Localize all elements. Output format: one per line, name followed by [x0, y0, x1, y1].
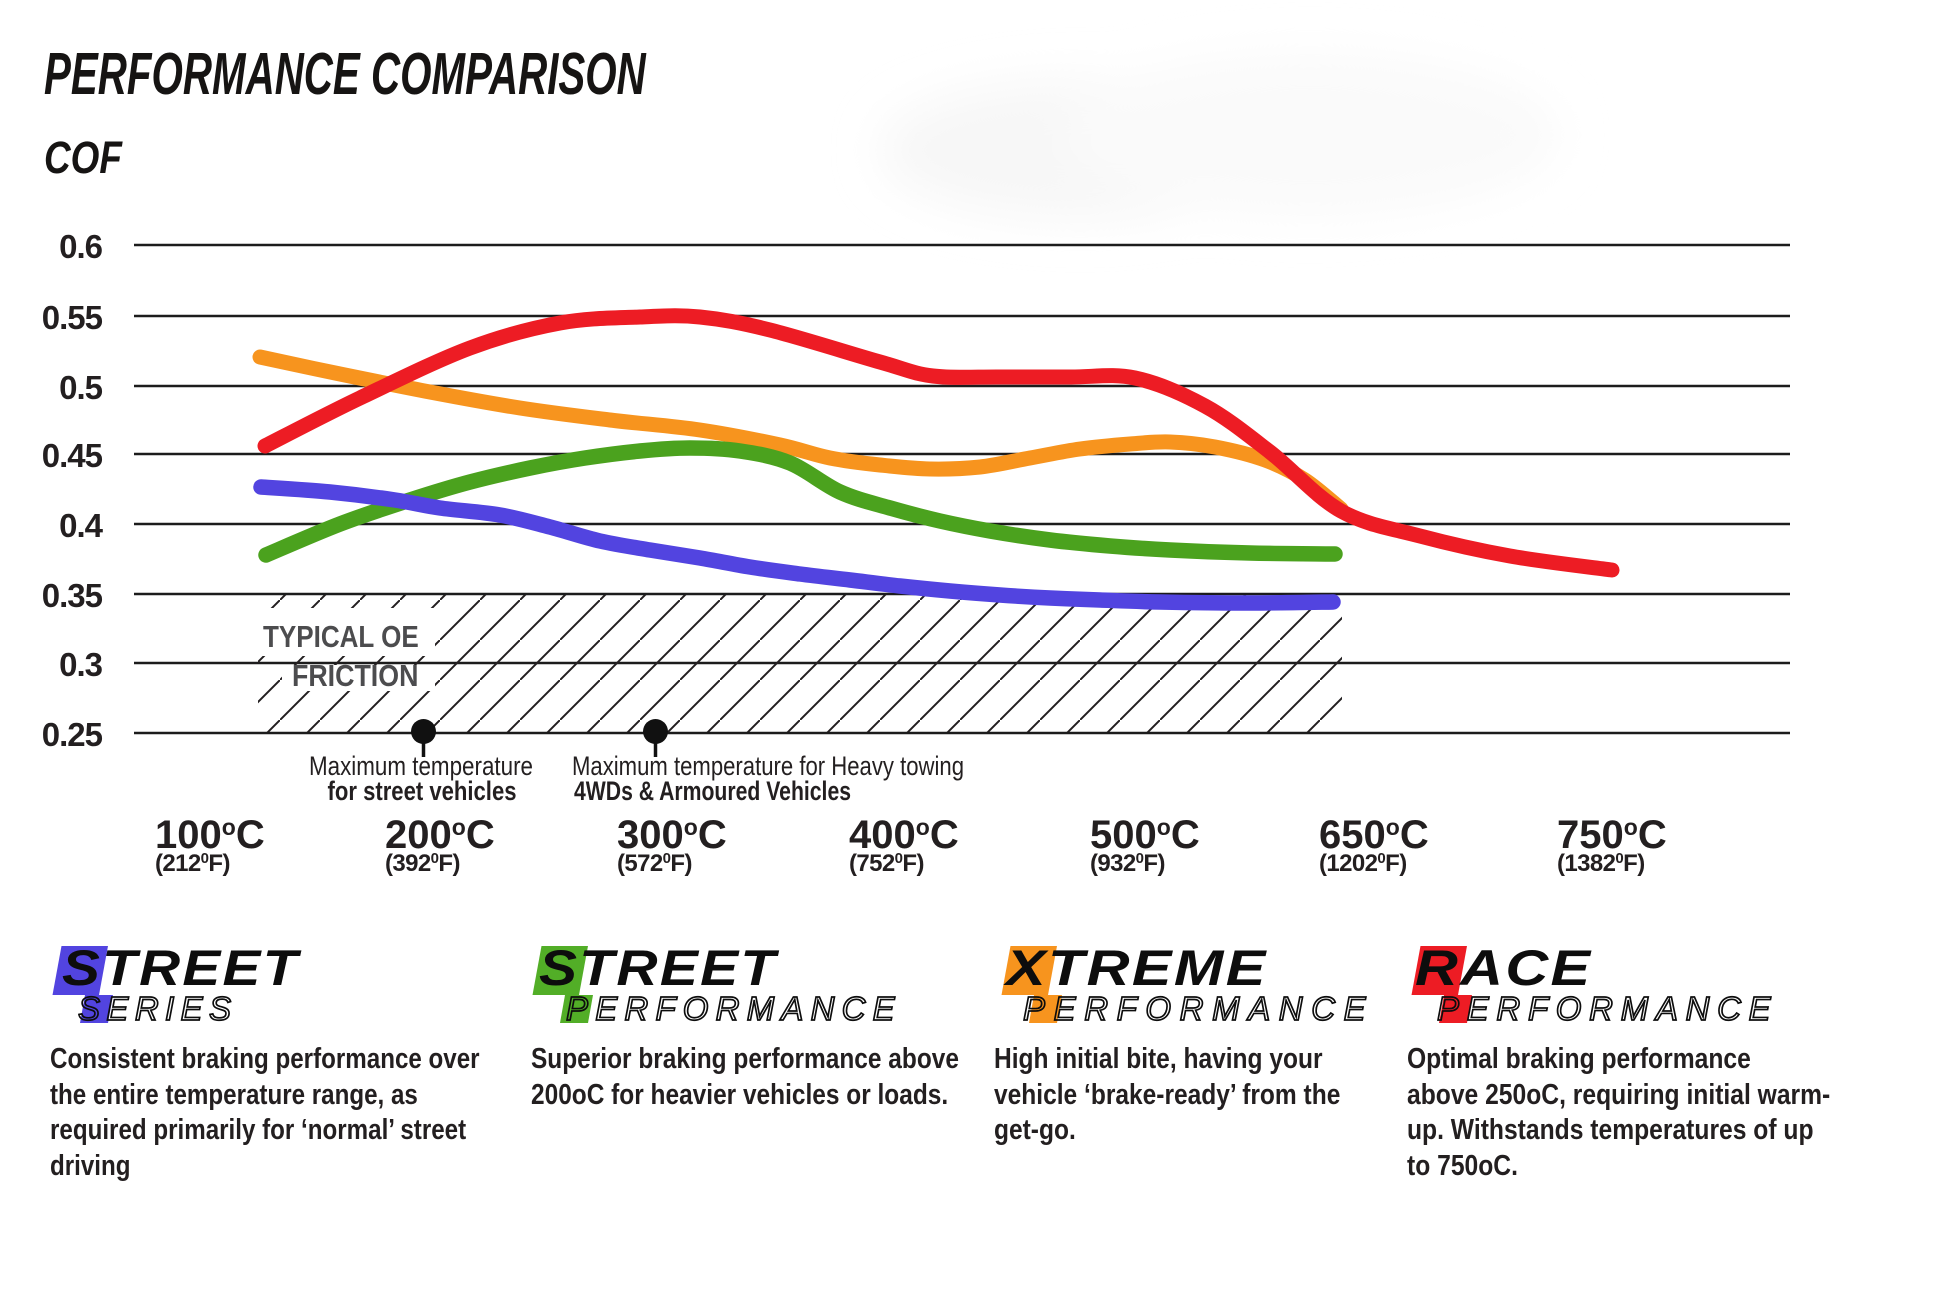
- svg-text:500oC: 500oC: [1090, 813, 1200, 857]
- svg-text:STREET: STREET: [62, 941, 302, 996]
- svg-text:0.3: 0.3: [59, 646, 103, 683]
- svg-text:0.45: 0.45: [42, 437, 103, 474]
- svg-text:(3920F): (3920F): [385, 850, 460, 877]
- svg-text:(2120F): (2120F): [155, 850, 230, 877]
- svg-text:Maximum temperature for Heavy: Maximum temperature for Heavy towing: [572, 751, 964, 781]
- svg-text:0.4: 0.4: [59, 507, 104, 544]
- svg-text:0.35: 0.35: [42, 577, 103, 614]
- svg-text:PERFORMANCE: PERFORMANCE: [1023, 990, 1374, 1027]
- svg-text:TYPICAL OE: TYPICAL OE: [263, 620, 419, 655]
- svg-text:0.55: 0.55: [42, 299, 103, 336]
- svg-text:400oC: 400oC: [849, 813, 959, 857]
- svg-text:PERFORMANCE: PERFORMANCE: [1437, 990, 1778, 1027]
- svg-text:100oC: 100oC: [155, 813, 265, 857]
- svg-text:(13820F): (13820F): [1557, 850, 1645, 877]
- svg-text:XTREME: XTREME: [1003, 940, 1268, 996]
- svg-text:(9320F): (9320F): [1090, 850, 1165, 877]
- svg-text:300oC: 300oC: [617, 813, 727, 857]
- svg-text:4WDs & Armoured Vehicles: 4WDs & Armoured Vehicles: [574, 776, 851, 806]
- svg-text:for street vehicles: for street vehicles: [328, 776, 517, 806]
- svg-text:750oC: 750oC: [1557, 813, 1667, 857]
- svg-text:FRICTION: FRICTION: [292, 659, 418, 693]
- svg-text:RACE: RACE: [1415, 940, 1592, 996]
- svg-text:SERIES: SERIES: [78, 990, 237, 1027]
- svg-text:(5720F): (5720F): [617, 850, 692, 877]
- svg-text:0.5: 0.5: [59, 369, 103, 406]
- svg-text:650oC: 650oC: [1319, 813, 1429, 857]
- svg-text:Maximum temperature: Maximum temperature: [309, 751, 533, 781]
- svg-text:PERFORMANCE: PERFORMANCE: [566, 990, 902, 1027]
- svg-text:200oC: 200oC: [385, 813, 495, 857]
- svg-text:STREET: STREET: [539, 940, 780, 996]
- svg-text:(12020F): (12020F): [1319, 850, 1407, 877]
- svg-text:(7520F): (7520F): [849, 850, 924, 877]
- svg-text:0.6: 0.6: [59, 228, 103, 265]
- svg-text:0.25: 0.25: [42, 716, 103, 753]
